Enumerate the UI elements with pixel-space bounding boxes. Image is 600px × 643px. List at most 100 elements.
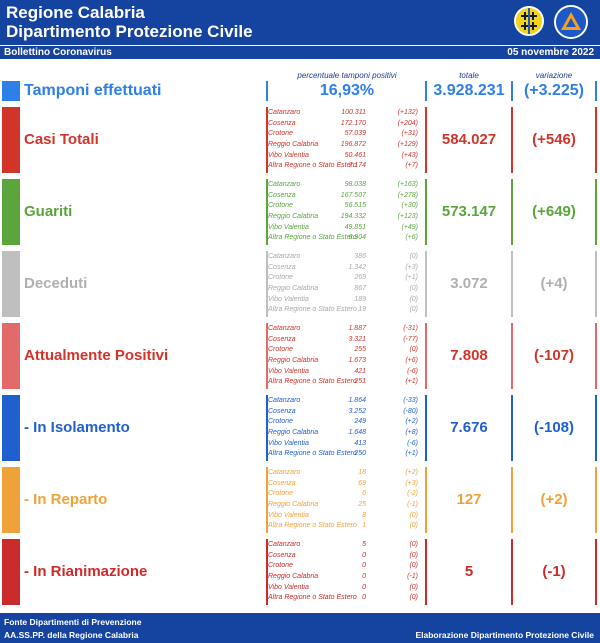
- divider: [595, 179, 597, 245]
- tamponi-total: 3.928.231: [433, 82, 505, 99]
- section-panel: Guariti Catanzaro 98.038 (+163) Cosenza 167.5…: [0, 179, 600, 245]
- province-row: Reggio Calabria 194.332 (+123): [268, 212, 426, 223]
- footer: Fonte Dipartimenti di Prevenzione AA.SS.…: [0, 613, 600, 643]
- header: Regione Calabria Dipartimento Protezione…: [0, 0, 600, 45]
- province-change: (0): [409, 285, 418, 293]
- province-value: 255: [354, 346, 366, 354]
- province-name: Reggio Calabria: [268, 357, 319, 365]
- divider: [595, 81, 597, 101]
- province-name: Cosenza: [268, 551, 296, 559]
- province-row: Cosenza 3.321 (-77): [268, 335, 426, 346]
- province-name: Crotone: [268, 490, 293, 498]
- section-change: (+649): [532, 203, 576, 220]
- province-row: Altra Regione o Stato Estero 1 (0): [268, 521, 426, 532]
- province-change: (+2): [405, 418, 418, 426]
- province-change: (+3): [405, 263, 418, 271]
- col-header-percent: percentuale tamponi positivi: [297, 71, 397, 80]
- province-row: Crotone 255 (0): [268, 345, 426, 356]
- province-name: Vibo Valentia: [268, 583, 309, 591]
- province-name: Catanzaro: [268, 325, 301, 332]
- province-change: (+6): [405, 357, 418, 365]
- province-value: 421: [354, 367, 366, 375]
- province-row: Altra Regione o Stato Estero 250 (+1): [268, 449, 426, 460]
- province-change: (+30): [401, 202, 418, 210]
- province-row: Reggio Calabria 1.648 (+8): [268, 428, 426, 439]
- tamponi-percent: 16,93%: [319, 82, 375, 99]
- province-value: 269: [354, 274, 366, 282]
- tamponi-change: (+3.225): [523, 82, 585, 99]
- section-color-bar: [2, 467, 20, 533]
- section-change: (-1): [542, 563, 566, 580]
- province-name: Crotone: [268, 274, 293, 282]
- divider: [425, 323, 427, 389]
- province-value: 0: [362, 551, 366, 559]
- col-header-change: variazione: [535, 71, 573, 80]
- province-value: 1.673: [348, 357, 366, 365]
- divider: [511, 179, 513, 245]
- province-name: Altra Regione o Stato Estero: [268, 450, 357, 458]
- province-name: Cosenza: [268, 191, 296, 199]
- divider: [266, 107, 268, 173]
- divider: [595, 467, 597, 533]
- province-name: Vibo Valentia: [268, 295, 309, 303]
- section-title: - In Reparto: [24, 491, 108, 508]
- province-value: 196.872: [340, 141, 366, 149]
- province-name: Reggio Calabria: [268, 285, 319, 293]
- province-value: 0: [362, 573, 366, 581]
- section-total: 7.808: [450, 347, 488, 364]
- department-title: Dipartimento Protezione Civile: [6, 22, 253, 41]
- province-change: (0): [409, 562, 418, 570]
- province-name: Catanzaro: [268, 541, 301, 548]
- province-row: Cosenza 167.507 (+278): [268, 191, 426, 202]
- province-value: 50.461: [344, 151, 366, 159]
- province-change: (-6): [407, 439, 418, 447]
- province-change: (+3): [405, 479, 418, 487]
- province-value: 251: [354, 378, 366, 386]
- section-title: Deceduti: [24, 275, 88, 292]
- province-row: Catanzaro 1.864 (-33): [268, 396, 426, 407]
- province-table: Catanzaro 100.311 (+132) Cosenza 172.170 (+20…: [268, 108, 426, 172]
- divider: [511, 395, 513, 461]
- province-table: Catanzaro 1.864 (-33) Cosenza 3.252 (-80) Crot…: [268, 396, 426, 460]
- section-color-bar: [2, 395, 20, 461]
- province-name: Reggio Calabria: [268, 501, 319, 509]
- province-value: 189: [354, 295, 366, 303]
- province-table: Catanzaro 386 (0) Cosenza 1.342 (+3) Crotone 26…: [268, 252, 426, 316]
- province-row: Catanzaro 98.038 (+163): [268, 180, 426, 191]
- divider: [425, 395, 427, 461]
- province-row: Vibo Valentia 8 (0): [268, 511, 426, 522]
- province-row: Altra Regione o Stato Estero 251 (+1): [268, 377, 426, 388]
- province-change: (-6): [407, 367, 418, 375]
- section-panel: Casi Totali Catanzaro 100.311 (+132) Cosenza…: [0, 107, 600, 173]
- province-row: Reggio Calabria 0 (-1): [268, 572, 426, 583]
- province-row: Crotone 269 (+1): [268, 273, 426, 284]
- divider: [595, 251, 597, 317]
- province-value: 1.342: [348, 263, 366, 271]
- province-name: Vibo Valentia: [268, 439, 309, 447]
- divider: [511, 251, 513, 317]
- province-change: (+123): [397, 213, 418, 221]
- province-row: Catanzaro 1.887 (-31): [268, 324, 426, 335]
- province-change: (+7): [405, 162, 418, 170]
- province-value: 194.332: [340, 213, 366, 221]
- province-name: Catanzaro: [268, 109, 301, 116]
- province-name: Catanzaro: [268, 469, 301, 476]
- province-change: (+2): [405, 469, 418, 476]
- province-row: Cosenza 3.252 (-80): [268, 407, 426, 418]
- divider: [266, 251, 268, 317]
- province-change: (-33): [403, 397, 418, 404]
- divider: [266, 323, 268, 389]
- province-name: Reggio Calabria: [268, 141, 319, 149]
- province-table: Catanzaro 98.038 (+163) Cosenza 167.507 (+278…: [268, 180, 426, 244]
- section-total: 5: [464, 563, 474, 580]
- province-change: (0): [409, 253, 418, 260]
- province-row: Vibo Valentia 421 (-6): [268, 367, 426, 378]
- province-change: (-1): [407, 573, 418, 581]
- section-total: 3.072: [450, 275, 488, 292]
- province-value: 0: [362, 594, 366, 602]
- regione-calabria-logo-icon: [514, 6, 544, 36]
- province-value: 250: [354, 450, 366, 458]
- divider: [511, 107, 513, 173]
- province-change: (0): [409, 346, 418, 354]
- province-name: Crotone: [268, 130, 293, 138]
